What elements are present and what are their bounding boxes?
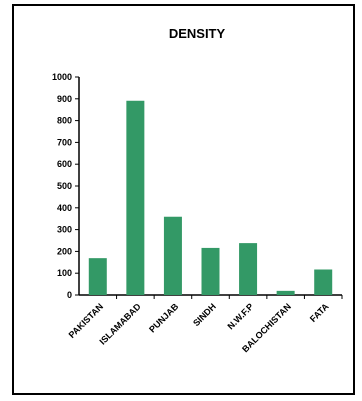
bar-sindh (201, 247, 220, 295)
chart-title: DENSITY (169, 26, 226, 41)
bar-fata (314, 269, 333, 295)
x-tick-label: PUNJAB (147, 301, 181, 335)
bar-islamabad (126, 100, 145, 296)
chart-frame (12, 4, 355, 395)
x-tick-label: FATA (308, 301, 331, 324)
y-tick-label: 500 (57, 181, 72, 191)
bar-balochistan (276, 290, 295, 295)
x-tick-label: PAKISTAN (67, 301, 106, 340)
y-tick-label: 300 (57, 225, 72, 235)
x-tick-label: N.W.F.P (225, 301, 255, 331)
x-tick-label: SINDH (191, 301, 218, 328)
y-tick-labels: 0 100 200 300 400 500 600 700 800 900 1000 (52, 72, 72, 300)
bars (88, 100, 333, 296)
y-tick-label: 1000 (52, 72, 72, 82)
y-tick-label: 600 (57, 159, 72, 169)
y-tick-label: 700 (57, 137, 72, 147)
bar-punjab (163, 216, 182, 295)
y-tick-label: 100 (57, 268, 72, 278)
y-tick-label: 400 (57, 203, 72, 213)
y-tick-label: 200 (57, 246, 72, 256)
y-tick-label: 0 (67, 290, 72, 300)
bar-nwfp (239, 243, 258, 295)
y-tick-label: 800 (57, 116, 72, 126)
y-tick-label: 900 (57, 94, 72, 104)
bar-pakistan (88, 258, 107, 295)
